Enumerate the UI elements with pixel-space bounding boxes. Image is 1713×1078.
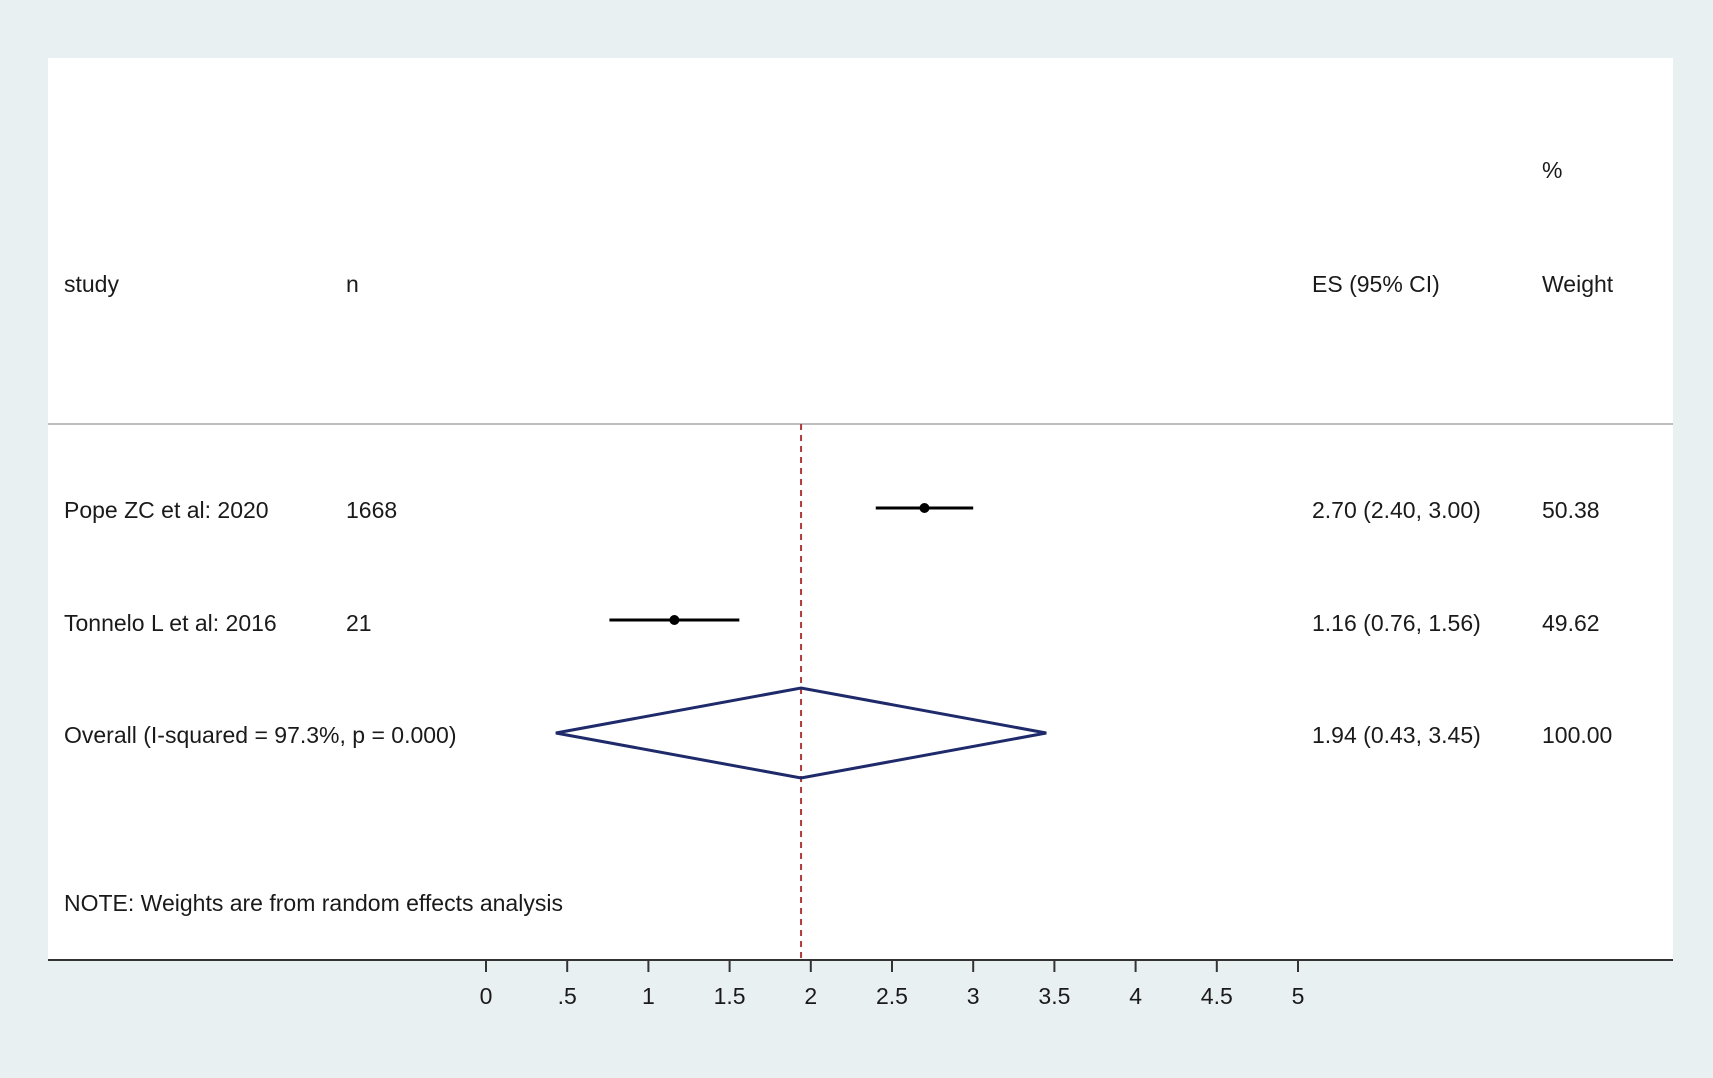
study-weight: 49.62 bbox=[1542, 610, 1600, 636]
x-tick-label: 2 bbox=[804, 983, 817, 1009]
x-tick-label: 2.5 bbox=[876, 983, 908, 1009]
plot-panel bbox=[48, 58, 1673, 960]
x-tick-label: 0 bbox=[480, 983, 493, 1009]
study-point-estimate bbox=[919, 503, 930, 513]
overall-es-text: 1.94 (0.43, 3.45) bbox=[1312, 722, 1481, 748]
column-header-weight-percent: % bbox=[1542, 157, 1562, 183]
study-es-text: 1.16 (0.76, 1.56) bbox=[1312, 610, 1481, 636]
study-n: 1668 bbox=[346, 497, 397, 523]
x-tick-label: 3.5 bbox=[1038, 983, 1070, 1009]
overall-label: Overall (I-squared = 97.3%, p = 0.000) bbox=[64, 722, 457, 748]
overall-diamond bbox=[555, 686, 1047, 780]
note-text: NOTE: Weights are from random effects an… bbox=[64, 890, 563, 916]
column-header-es: ES (95% CI) bbox=[1312, 271, 1440, 297]
chart-marks: 0 .5 1 1.5 2 2.5 3 3.5 4 4.5 5 bbox=[480, 424, 1305, 1009]
x-tick-label: .5 bbox=[558, 983, 577, 1009]
x-tick-label: 4.5 bbox=[1201, 983, 1233, 1009]
column-header-study: study bbox=[64, 271, 119, 297]
column-header-weight: Weight bbox=[1542, 271, 1614, 297]
x-tick-label: 3 bbox=[967, 983, 980, 1009]
column-header-n: n bbox=[346, 271, 359, 297]
overall-weight: 100.00 bbox=[1542, 722, 1612, 748]
x-tick-label: 1.5 bbox=[714, 983, 746, 1009]
x-tick-label: 1 bbox=[642, 983, 655, 1009]
x-tick-label: 4 bbox=[1129, 983, 1142, 1009]
study-label: Pope ZC et al: 2020 bbox=[64, 497, 269, 523]
study-point-estimate bbox=[669, 615, 680, 625]
study-weight: 50.38 bbox=[1542, 497, 1600, 523]
study-es-text: 2.70 (2.40, 3.00) bbox=[1312, 497, 1481, 523]
x-tick-label: 5 bbox=[1292, 983, 1305, 1009]
study-label: Tonnelo L et al: 2016 bbox=[64, 610, 277, 636]
study-n: 21 bbox=[346, 610, 372, 636]
